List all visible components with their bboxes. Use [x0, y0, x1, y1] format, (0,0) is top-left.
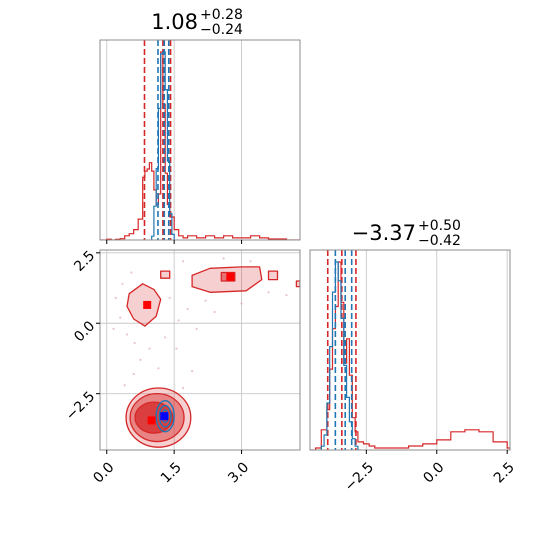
- histogram-series-0: [100, 51, 300, 240]
- sample-point: [133, 341, 136, 345]
- histogram-series-1: [320, 261, 361, 450]
- x-tick-label: 0.0: [420, 459, 447, 486]
- x-tick-label: −2.5: [342, 459, 377, 494]
- histogram-series-0: [310, 261, 510, 450]
- sample-point: [121, 282, 124, 285]
- title-minus-error: −0.42: [418, 233, 461, 249]
- sample-point: [164, 336, 167, 339]
- sample-point: [177, 319, 180, 322]
- red-contour-island-3: [160, 270, 171, 279]
- x-tick-label: 3.0: [225, 459, 252, 486]
- sample-point: [148, 347, 151, 350]
- sample-point: [114, 296, 117, 299]
- sample-point: [130, 271, 133, 274]
- axes-frame: [309, 249, 511, 451]
- panel-titles: 1.08 +0.28−0.24 −3.37 +0.50−0.42: [151, 7, 461, 249]
- sample-point: [285, 293, 288, 297]
- red-contour-island-2: [267, 270, 279, 281]
- sample-point: [213, 310, 216, 314]
- sample-point: [204, 299, 207, 302]
- sample-point: [168, 296, 171, 299]
- title-p2: −3.37 +0.50−0.42: [352, 218, 461, 249]
- y-tick-label: −2.5: [63, 389, 98, 424]
- red-marker-1: [226, 272, 235, 281]
- title-minus-error: −0.24: [200, 22, 243, 38]
- sample-point: [119, 316, 122, 319]
- histogram-series-1: [151, 51, 175, 240]
- sample-point: [132, 372, 135, 376]
- sample-point: [191, 370, 194, 373]
- sample-point: [222, 257, 225, 260]
- title-median: 1.08: [151, 10, 198, 34]
- sample-point: [186, 308, 189, 311]
- y-tick-label: 2.5: [71, 248, 98, 275]
- joint-contour-panel: 0.0 1.5 3.0 −2.5 0.0 2.5: [63, 248, 301, 486]
- sample-point: [195, 327, 198, 330]
- sample-point: [175, 347, 178, 350]
- blue-contour-level-0: [155, 400, 175, 433]
- title-plus-error: +0.50: [418, 218, 461, 234]
- title-plus-error: +0.28: [200, 7, 243, 23]
- x-tick-label: 1.5: [158, 459, 185, 486]
- sample-point: [240, 302, 243, 305]
- x-tick-label: 2.5: [491, 459, 518, 486]
- sample-point: [182, 260, 185, 263]
- axes-frame: [99, 39, 301, 241]
- sample-point: [125, 333, 129, 336]
- title-median: −3.37: [352, 221, 416, 245]
- title-p1: 1.08 +0.28−0.24: [151, 7, 243, 38]
- marginal-histogram-p1: [99, 39, 301, 244]
- x-tick-label: 0.0: [90, 459, 117, 486]
- y-tick-label: 0.0: [71, 318, 98, 345]
- marginal-histogram-p2: −2.5 0.0 2.5: [309, 249, 518, 495]
- sample-point: [157, 367, 160, 370]
- sample-point: [139, 358, 142, 361]
- red-marker-0: [143, 300, 152, 309]
- sample-point: [182, 386, 185, 390]
- sample-point: [123, 384, 126, 387]
- blue-contour-level-1: [158, 404, 172, 428]
- sample-point: [267, 291, 270, 294]
- red-contour-island-4: [295, 280, 300, 288]
- axes-frame: [99, 249, 301, 451]
- blue-marker-0: [160, 412, 169, 421]
- red-marker-2: [147, 416, 156, 425]
- sample-point: [112, 327, 115, 330]
- sample-point: [249, 260, 252, 263]
